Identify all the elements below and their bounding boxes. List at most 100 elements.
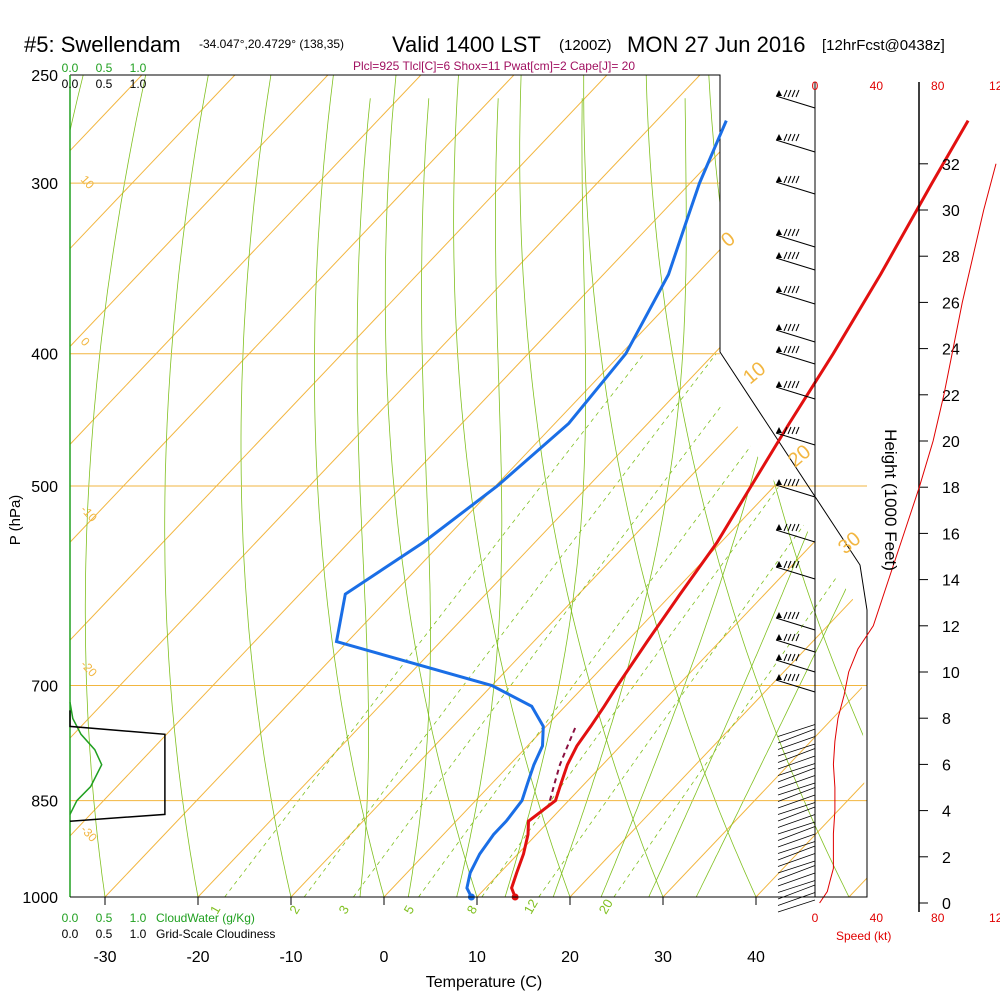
wind-barb-flag [776,134,782,140]
wind-barb-low [777,814,816,828]
sounding-profiles [334,119,970,901]
isotherm-label: -30 [78,822,100,844]
wind-barb-feather [795,323,800,332]
mixing-ratio-20 [613,353,867,897]
isotherm-20 [542,75,867,897]
wind-barb-feather [795,653,800,662]
wind-barb-low [777,748,816,763]
wind-barb-feather [795,633,800,642]
moist-adiabat [542,98,687,897]
mixing-ratio-label: 5 [401,903,418,917]
wind-barb-low [777,782,816,796]
wind-barb-low [777,728,816,744]
isotherm--90 [70,75,454,897]
wind-barb-low [777,775,816,789]
p-tick-label: 400 [31,347,58,364]
wind-barb-low [777,853,816,867]
p-tick-label: 850 [31,794,58,811]
dry-adiabat [453,75,582,897]
isotherm-label: 10 [78,172,98,192]
x-tick-label: 0 [380,949,389,966]
p-tick-label: 700 [31,679,58,696]
wind-barb-low [777,755,816,770]
wind-barb-low [777,821,816,835]
isotherm--110 [70,75,268,897]
wind-barb-feather [783,426,788,435]
wind-barb-feather [783,89,788,98]
height-tick-label: 6 [942,757,951,774]
wind-barb-low [777,787,816,802]
cloudwater-profile [69,702,103,815]
wind-barb-feather [795,285,800,294]
moist-adiabat [356,98,371,897]
dry-adiabat [822,75,867,897]
wind-barb-feather [791,380,796,389]
height-tick-label: 12 [942,619,960,636]
x-tick-label: -10 [279,949,302,966]
wind-barb-shaft [775,566,816,580]
wind-barb-feather [783,133,788,142]
dry-adiabat [519,75,676,897]
wind-barb-shaft [775,291,816,305]
wind-barb-feather [783,285,788,294]
wind-barb-feather [795,89,800,98]
wind-barb-feather [791,89,796,98]
speed-tick-top: 120 [989,79,1000,93]
wind-barb-feather [783,228,788,237]
temperature-line [510,119,970,898]
wind-barb-feather [787,560,792,569]
chart-axes: -30 -20 -10 0 10 20 30 402503004005007008501000… [22,61,867,966]
height-axis-title: Height (1000 Feet) [881,429,900,571]
wind-barb-low [777,865,816,880]
wind-barb-feather [795,611,800,620]
wind-barb-low [777,833,816,848]
cloudiness-tick-bottom: 1.0 [130,927,147,941]
height-tick-label: 24 [942,342,960,359]
wind-barb-feather [791,633,796,642]
wind-barb-shaft [775,257,816,271]
wind-barb-flag [776,346,782,352]
wind-barb-flag [776,654,782,660]
cloudiness-tick-top: 1.0 [130,77,147,91]
speed-tick-top: 0 [812,79,819,93]
clipped-grid [70,75,867,897]
parcel-line [548,726,577,801]
height-tick-label: 26 [942,295,960,312]
wind-barb-feather [795,673,800,682]
p-tick-label: 500 [31,479,58,496]
wind-barb-shaft [775,639,816,653]
height-tick-label: 16 [942,526,960,543]
isotherm--20 [170,75,867,897]
wind-barb-feather [791,653,796,662]
wind-barb-shaft [775,484,816,498]
isotherm-30 [635,75,867,897]
wind-barbs [775,89,816,913]
wind-barb-feather [787,345,792,354]
wind-barb-flag [776,324,782,330]
upper-isotherm-label: 20 [784,441,815,472]
wind-barb-feather [791,426,796,435]
wind-barb-low [777,892,816,906]
moist-adiabat [635,98,867,897]
wind-barb-feather [791,560,796,569]
mixing-ratio-label: 8 [464,903,481,917]
wind-barb-feather [783,380,788,389]
wind-barb-feather [787,673,792,682]
wind-barb-feather [783,560,788,569]
wind-barb-flag [776,612,782,618]
wind-barb-flag [776,252,782,258]
wind-barb-feather [787,523,792,532]
height-tick-label: 0 [942,896,951,913]
height-tick-label: 22 [942,388,960,405]
wind-barb-feather [787,426,792,435]
wind-barb-feather [791,523,796,532]
y-axis-title: P (hPa) [7,495,24,546]
speed-axis-title: Speed (kt) [836,929,891,943]
dry-adiabat [70,75,120,897]
p-tick-label: 1000 [22,890,58,907]
wind-barb-feather [783,611,788,620]
dry-adiabat [645,75,865,897]
wind-barb-feather [791,285,796,294]
isotherm--10 [263,75,867,897]
wind-barb-low [777,841,816,854]
